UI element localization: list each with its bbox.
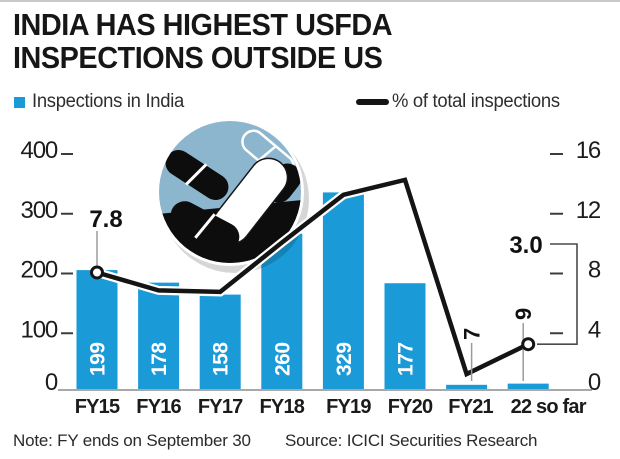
legend-item-bars: Inspections in India [14,91,189,113]
x-axis-label-FY15: FY15 [75,396,120,418]
source-credit: Source: ICICI Securities Research [285,431,538,450]
bars-layer: 199 178 158 260 329 177 [76,192,549,389]
x-axis-label-FY20: FY20 [388,396,433,418]
bar-FY20 [384,283,426,389]
bar-label-199: 199 [87,342,110,376]
legend: Inspections in India % of total inspecti… [0,91,620,113]
x-axis-label-FY18: FY18 [259,396,304,418]
axes-layer: 400 300 200 100 0 16 12 8 4 0 FY15 FY16 FY17 FY18 FY19… [21,137,603,418]
bar-label-177: 177 [395,342,418,376]
capsule-black-lower-icon [170,201,240,251]
bar-FY16 [138,282,180,389]
line-label-7.8: 7.8 [89,206,122,233]
y-axis-left-label-400: 400 [21,137,58,164]
legend-item-line: % of total inspections [356,91,565,113]
bar-label-260: 260 [271,342,294,376]
y-axis-left-label-0: 0 [45,369,58,396]
x-axis-label-FY19: FY19 [326,396,371,418]
bar-22 so far [507,383,549,389]
bar-FY15 [76,270,118,389]
y-axis-right-label-0: 0 [588,369,601,396]
x-axis-label-FY21: FY21 [448,396,493,418]
x-axis-label-22 so far: 22 so far [511,396,587,418]
x-axis-label-FY17: FY17 [198,396,243,418]
bar-FY17 [199,294,241,389]
bar-swatch-icon [14,96,25,108]
capsule-black-upper-icon [165,150,229,200]
line-label-3.0: 3.0 [509,232,542,259]
bar-label-329: 329 [333,342,356,376]
x-axis-label-FY16: FY16 [136,396,181,418]
y-axis-right-label-8: 8 [588,257,601,284]
callout-bracket-3.0 [537,243,578,345]
small-bar-label-7: 7 [460,328,485,340]
y-axis-right-label-12: 12 [576,197,601,224]
page-title: INDIA HAS HIGHEST USFDA INSPECTIONS OUTS… [13,8,534,74]
footnote: Note: FY ends on September 30 [13,431,251,450]
title-line-1: INDIA HAS HIGHEST USFDA [13,7,393,42]
bar-FY18 [261,233,303,389]
title-line-2: INSPECTIONS OUTSIDE US [13,40,383,75]
legend-bars-label: Inspections in India [32,91,184,112]
bar-label-178: 178 [148,342,171,376]
trend-line [96,177,530,378]
y-axis-right-label-4: 4 [588,316,601,343]
trend-line-layer [95,174,531,381]
small-bar-label-9: 9 [511,308,536,320]
line-swatch-icon [356,99,389,105]
y-axis-left-label-300: 300 [21,197,58,224]
bar-label-158: 158 [210,342,233,376]
legend-line-label: % of total inspections [392,91,560,112]
bar-FY21 [446,384,488,389]
bar-FY19 [322,192,364,389]
pills-illustration-icon [156,118,309,273]
y-axis-left-label-200: 200 [21,257,58,284]
line-marker-FY15 [90,265,104,280]
annotations-layer: 7 9 7.8 3.0 [89,206,578,381]
y-axis-left-label-100: 100 [21,316,58,343]
line-marker-22 so far [521,337,536,352]
y-axis-right-label-16: 16 [576,137,601,164]
